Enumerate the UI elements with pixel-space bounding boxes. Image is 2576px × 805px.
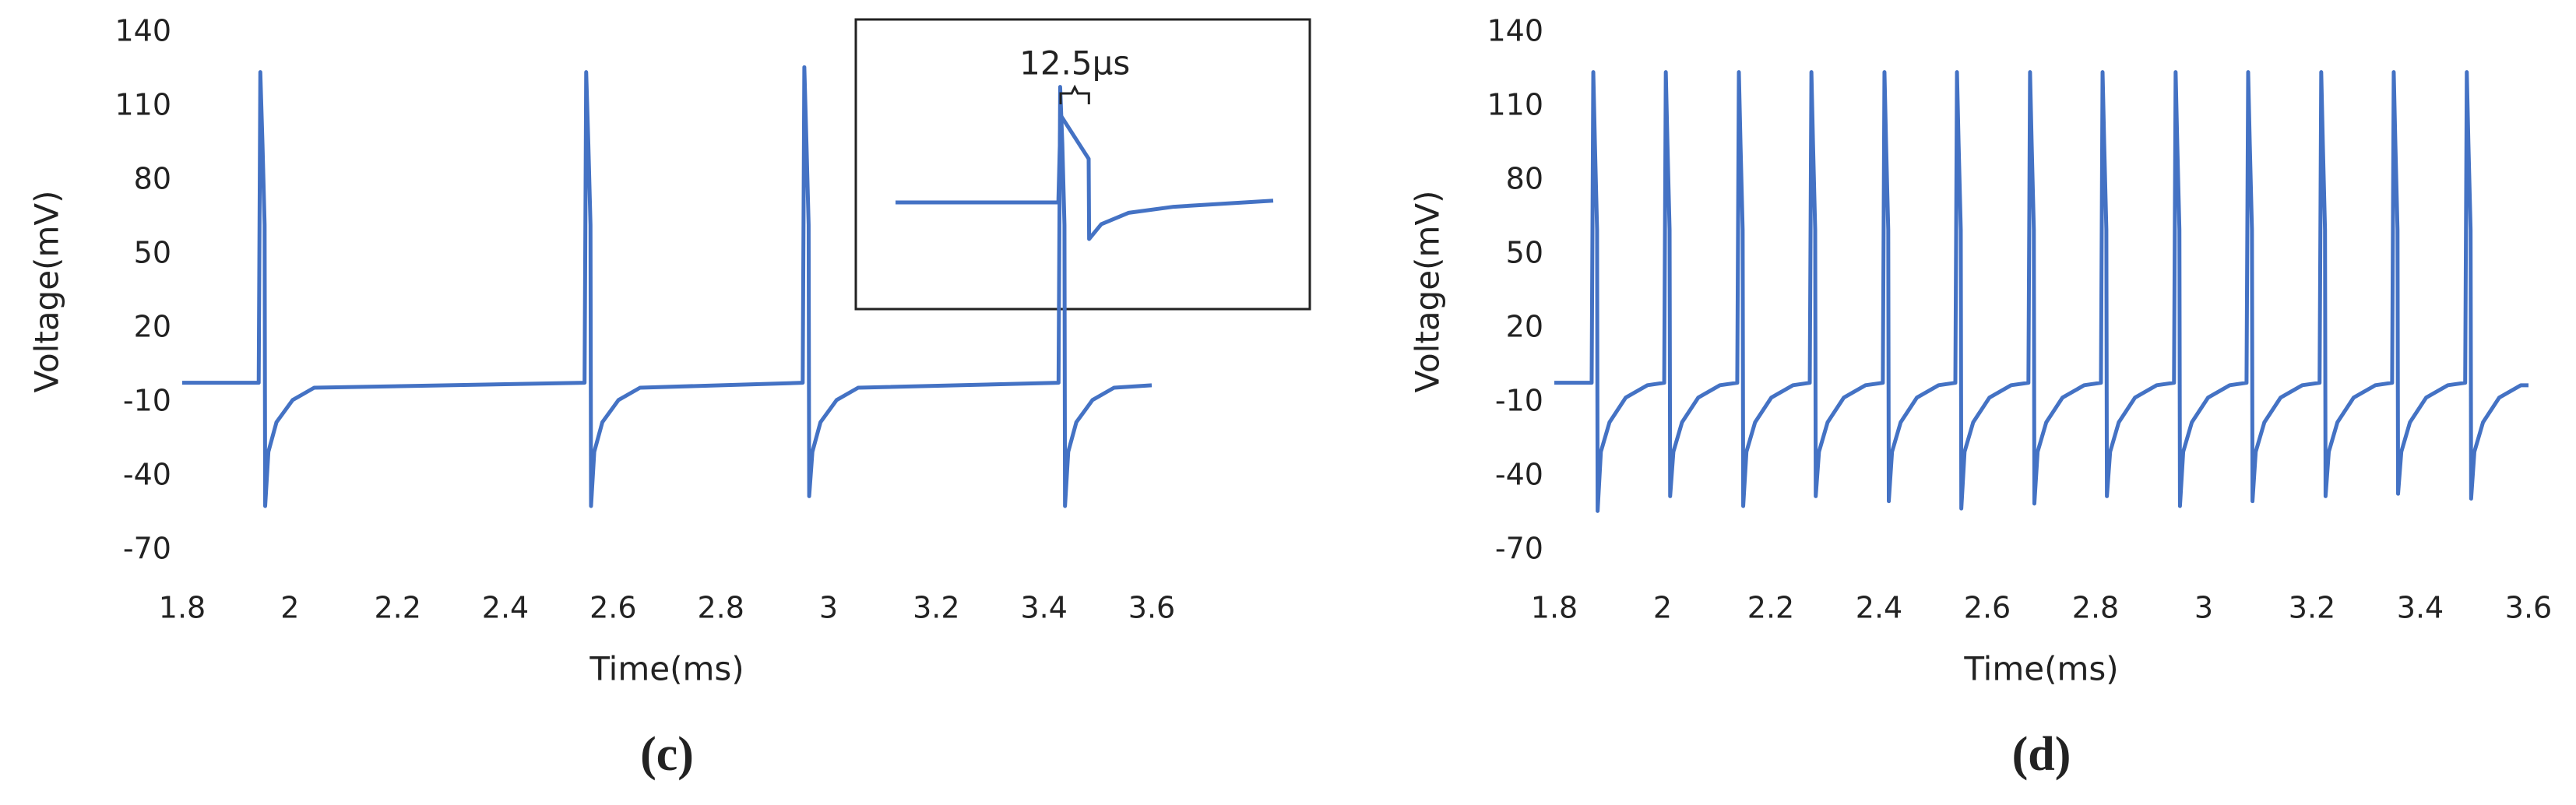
annotation: 12.5μs: [1019, 44, 1130, 83]
x-tick-label: 2.4: [482, 591, 529, 625]
y-tick-label: -10: [123, 384, 171, 418]
bracket: [1059, 84, 1090, 104]
y-tick-label: 80: [134, 162, 171, 196]
inset-frame: [854, 18, 1311, 311]
y-tick-label: 110: [114, 88, 171, 122]
x-tick-label: 2.8: [2072, 591, 2119, 625]
y-tick-label: 50: [1506, 236, 1543, 270]
x-tick-label: 3.2: [913, 591, 959, 625]
y-tick-label: 80: [1506, 162, 1543, 196]
y-tick-label: 110: [1487, 88, 1543, 122]
data-line: [1554, 70, 2528, 513]
x-tick-label: 3: [819, 591, 838, 625]
x-tick-label: 2: [1653, 591, 1672, 625]
y-tick-label: 140: [1487, 14, 1543, 48]
y-axis-title: Voltage(mV): [1409, 191, 1447, 393]
x-tick-label: 2.2: [1747, 591, 1794, 625]
x-tick-label: 2.4: [1856, 591, 1902, 625]
data-line: [182, 65, 1153, 508]
x-tick-label: 2.6: [589, 591, 636, 625]
y-tick-label: -70: [123, 532, 171, 566]
y-axis-title: Voltage(mV): [28, 191, 66, 393]
x-tick-label: 2.8: [697, 591, 744, 625]
caption: (c): [640, 728, 694, 781]
caption: (d): [2012, 728, 2071, 781]
y-tick-label: 20: [1506, 310, 1543, 344]
x-axis-title: Time(ms): [1963, 650, 2118, 688]
x-tick-label: 3.2: [2289, 591, 2335, 625]
x-tick-label: 2.6: [1964, 591, 2011, 625]
y-tick-label: -40: [123, 458, 171, 492]
x-tick-label: 3.4: [1020, 591, 1067, 625]
x-tick-label: 3.4: [2397, 591, 2444, 625]
y-tick-label: -70: [1495, 532, 1543, 566]
y-tick-label: -40: [1495, 458, 1543, 492]
data-line: [896, 113, 1274, 241]
x-tick-label: 2.2: [374, 591, 421, 625]
y-tick-label: 140: [114, 14, 171, 48]
x-tick-label: 1.8: [159, 591, 206, 625]
x-axis-title: Time(ms): [589, 650, 744, 688]
x-tick-label: 3.6: [1128, 591, 1175, 625]
x-tick-label: 3: [2194, 591, 2213, 625]
y-tick-label: -10: [1495, 384, 1543, 418]
x-tick-label: 3.6: [2505, 591, 2552, 625]
x-tick-label: 2: [280, 591, 299, 625]
x-tick-label: 1.8: [1531, 591, 1578, 625]
y-tick-label: 50: [134, 236, 171, 270]
y-tick-label: 20: [134, 310, 171, 344]
